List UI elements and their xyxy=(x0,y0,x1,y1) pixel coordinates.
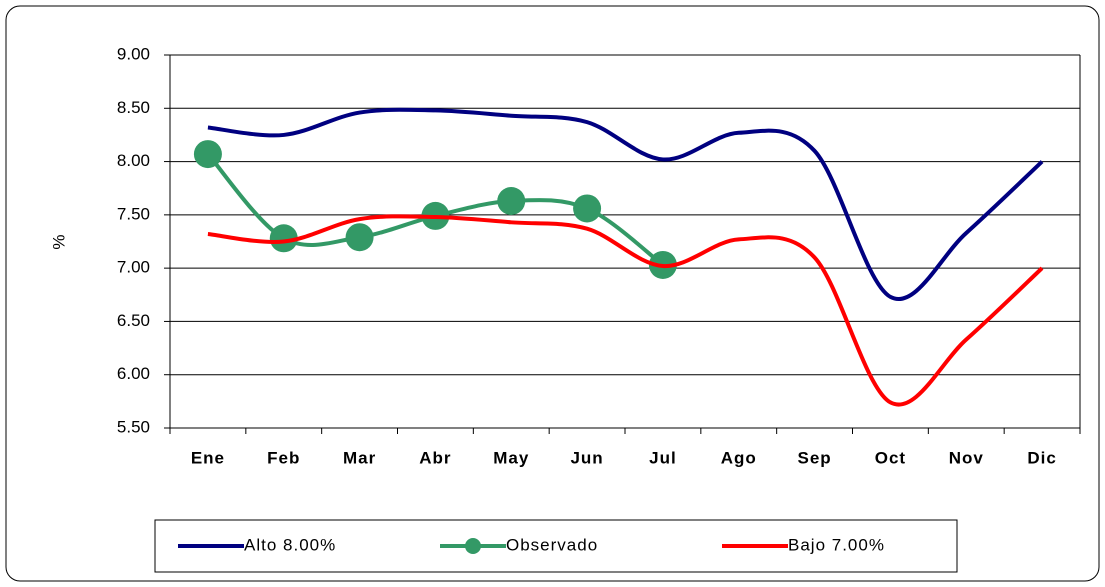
y-axis-label: % xyxy=(49,234,68,249)
x-tick-label: Jun xyxy=(570,448,603,467)
series-marker xyxy=(269,224,298,253)
y-tick-label: 6.00 xyxy=(117,364,150,383)
series-line xyxy=(207,214,1044,407)
x-tick-label: May xyxy=(493,448,529,467)
x-tick-label: Mar xyxy=(343,448,376,467)
x-tick-label: Oct xyxy=(875,448,906,467)
y-tick-label: 5.50 xyxy=(117,417,150,436)
x-tick-label: Ago xyxy=(721,448,757,467)
y-tick-label: 8.00 xyxy=(117,151,150,170)
y-tick-label: 8.50 xyxy=(117,98,150,117)
legend-label: Bajo 7.00% xyxy=(788,535,885,554)
x-tick-label: Abr xyxy=(419,448,451,467)
series-marker xyxy=(497,187,526,216)
series-marker xyxy=(193,140,222,169)
x-tick-label: Sep xyxy=(797,448,831,467)
x-tick-label: Ene xyxy=(191,448,225,467)
legend-box xyxy=(154,519,958,573)
series-marker xyxy=(345,223,374,252)
legend-label: Observado xyxy=(506,535,598,554)
series-marker xyxy=(573,194,602,223)
chart-frame xyxy=(5,5,1100,582)
series-line xyxy=(207,107,1044,301)
x-tick-label: Jul xyxy=(649,448,677,467)
y-tick-label: 9.00 xyxy=(117,44,150,63)
x-tick-label: Nov xyxy=(949,448,984,467)
y-tick-label: 7.00 xyxy=(117,258,150,277)
x-tick-label: Dic xyxy=(1027,448,1056,467)
y-tick-label: 7.50 xyxy=(117,204,150,223)
y-tick-label: 6.50 xyxy=(117,311,150,330)
x-tick-label: Feb xyxy=(267,448,300,467)
legend-label: Alto 8.00% xyxy=(244,535,336,554)
legend-marker xyxy=(465,538,481,554)
